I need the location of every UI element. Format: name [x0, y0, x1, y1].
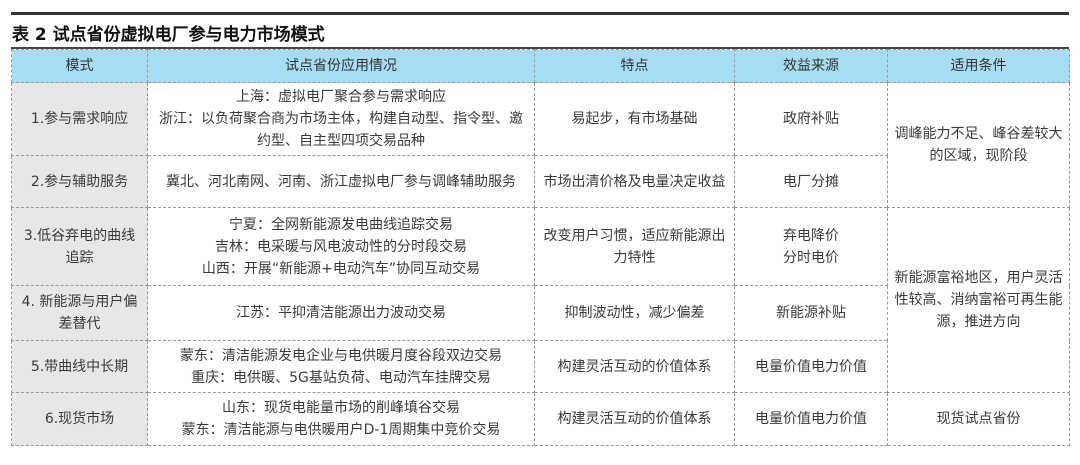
mode-cell: 1.参与需求响应: [11, 82, 148, 156]
case-line: 浙江：以负荷聚合商为市场主体，构建自动型、指令型、邀约型、自主型四项交易品种: [159, 111, 523, 149]
header-benefit: 效益来源: [734, 49, 888, 83]
cases-cell: 江苏：平抑清洁能源出力波动交易: [147, 285, 535, 341]
table-row: 3.低谷弃电的曲线追踪 宁夏：全网新能源发电曲线追踪交易 吉林：电采暖与风电波动性的…: [11, 207, 1070, 393]
cases-cell: 宁夏：全网新能源发电曲线追踪交易 吉林：电采暖与风电波动性的分时段交易 山西：开展“…: [147, 207, 535, 286]
cases-cell: 上海：虚拟电厂聚合参与需求响应浙江：以负荷聚合商为市场主体，构建自动型、指令型、…: [147, 82, 535, 156]
conditions-cell: 现货试点省份: [887, 392, 1070, 446]
conditions-cell: 新能源富裕地区，用户灵活性较高、消纳富裕可再生能源，推进方向: [887, 207, 1070, 393]
cases-cell: 冀北、河北南网、河南、浙江虚拟电厂参与调峰辅助服务: [147, 155, 535, 208]
case-line: 重庆：电供暖、5G基站负荷、电动汽车挂牌交易: [191, 369, 491, 386]
header-row: 模式 试点省份应用情况 特点 效益来源 适用条件: [11, 49, 1070, 83]
benefit-cell: 政府补贴: [734, 82, 888, 156]
feature-cell: 抑制波动性，减少偏差: [534, 285, 735, 341]
title-rule: [11, 47, 1069, 49]
mode-cell: 6.现货市场: [11, 392, 148, 446]
mode-cell: 5.带曲线中长期: [11, 340, 148, 393]
feature-cell: 构建灵活互动的价值体系: [534, 392, 735, 446]
header-cases: 试点省份应用情况: [147, 49, 535, 83]
mode-cell: 2.参与辅助服务: [11, 155, 148, 208]
header-feature: 特点: [534, 49, 735, 83]
feature-cell: 改变用户习惯，适应新能源出力特性: [534, 207, 735, 286]
benefit-cell: 电厂分摊: [734, 155, 888, 208]
header-conditions: 适用条件: [887, 49, 1070, 83]
benefit-cell: 电量价值电力价值: [734, 392, 888, 446]
table-title: 表 2 试点省份虚拟电厂参与电力市场模式: [12, 25, 325, 45]
benefit-cell: 电量价值电力价值: [734, 340, 888, 393]
case-line: 宁夏：全网新能源发电曲线追踪交易: [229, 216, 453, 233]
top-rule: [11, 12, 1069, 15]
table-row: 6.现货市场 山东：现货电能量市场的削峰填谷交易 蒙东：清洁能源与电供暖用户D-1周…: [11, 392, 1070, 446]
case-line: 吉林：电采暖与风电波动性的分时段交易: [215, 238, 467, 255]
case-line: 蒙东：清洁能源发电企业与电供暖月度谷段双边交易: [180, 347, 502, 364]
benefit-cell: 弃电降价 分时电价: [734, 207, 888, 286]
case-line: 冀北、河北南网、河南、浙江虚拟电厂参与调峰辅助服务: [166, 173, 516, 190]
case-line: 江苏：平抑清洁能源出力波动交易: [236, 305, 446, 321]
case-line: 山东：现货电能量市场的削峰填谷交易: [222, 400, 460, 416]
feature-cell: 市场出清价格及电量决定收益: [534, 155, 735, 208]
conditions-cell: 调峰能力不足、峰谷差较大的区域，现阶段: [887, 82, 1070, 208]
table-row: 2.参与辅助服务 冀北、河北南网、河南、浙江虚拟电厂参与调峰辅助服务 市场出清价格及…: [11, 155, 1070, 208]
table-row: 5.带曲线中长期 蒙东：清洁能源发电企业与电供暖月度谷段双边交易 重庆：电供暖、5G…: [11, 340, 1070, 393]
feature-cell: 易起步，有市场基础: [534, 82, 735, 156]
pilot-table: 模式 试点省份应用情况 特点 效益来源 适用条件 1.参与需求响应 上海：虚拟电厂…: [11, 49, 1070, 446]
mode-cell: 3.低谷弃电的曲线追踪: [11, 207, 148, 286]
case-line: 上海：虚拟电厂聚合参与需求响应: [236, 89, 446, 105]
table-row: 1.参与需求响应 上海：虚拟电厂聚合参与需求响应 浙江：以负荷聚合商为市场主体，构建…: [11, 82, 1070, 208]
mode-cell: 4. 新能源与用户偏差替代: [11, 285, 148, 341]
header-mode: 模式: [11, 49, 148, 83]
feature-cell: 构建灵活互动的价值体系: [534, 340, 735, 393]
case-line: 蒙东：清洁能源与电供暖用户D-1周期集中竞价交易: [181, 422, 501, 438]
cases-cell: 蒙东：清洁能源发电企业与电供暖月度谷段双边交易 重庆：电供暖、5G基站负荷、电动汽…: [147, 340, 535, 393]
cases-cell: 山东：现货电能量市场的削峰填谷交易蒙东：清洁能源与电供暖用户D-1周期集中竞价交…: [147, 392, 535, 446]
case-line: 山西：开展“新能源+电动汽车”协同互动交易: [201, 260, 481, 277]
benefit-cell: 新能源补贴: [734, 285, 888, 341]
